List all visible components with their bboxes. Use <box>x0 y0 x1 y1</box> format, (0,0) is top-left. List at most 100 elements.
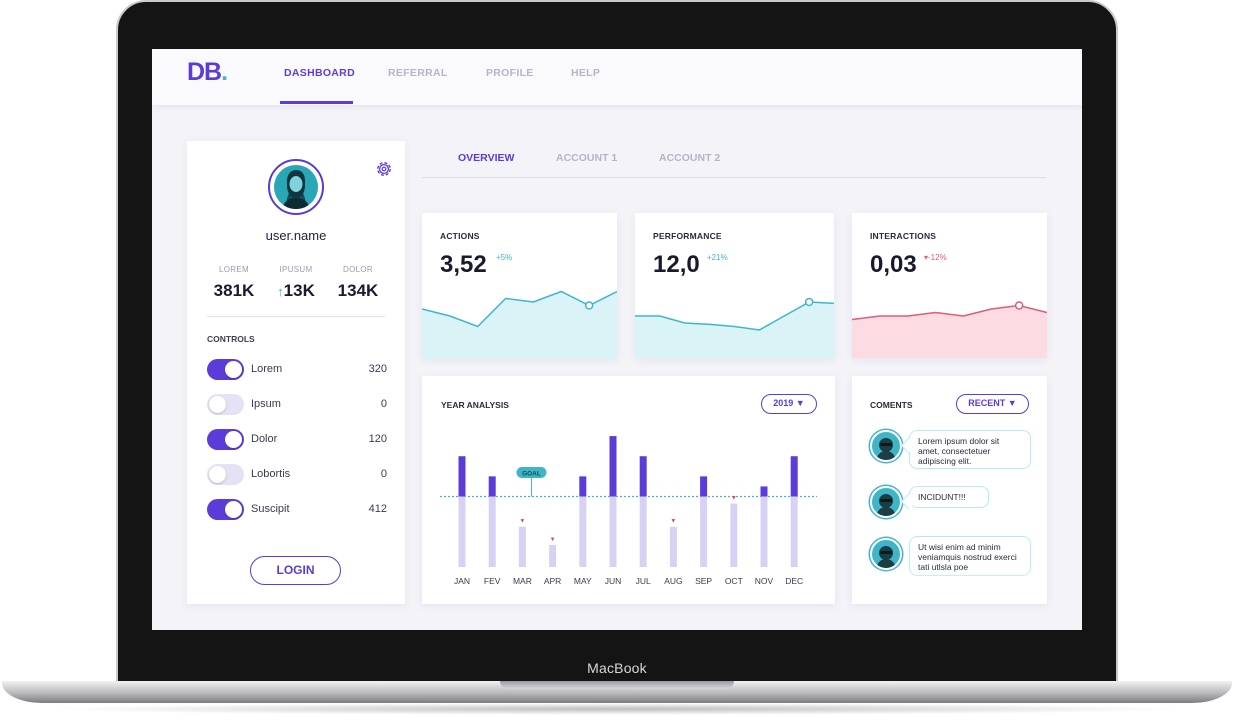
nav-tab-dashboard[interactable]: DASHBOARD <box>284 67 355 79</box>
control-label: Dolor <box>251 433 278 445</box>
goal-label-pill <box>516 467 547 478</box>
sparkline-interactions <box>852 301 1047 358</box>
metric-value: 3,52 <box>440 251 487 278</box>
year-select[interactable]: 2019 ▼ <box>761 394 817 414</box>
bar-above-goal <box>458 456 466 497</box>
control-value: 0 <box>380 398 387 410</box>
toggle-switch[interactable] <box>207 429 244 450</box>
metric-title: PERFORMANCE <box>653 231 722 241</box>
laptop-base <box>2 681 1232 703</box>
x-tick-label: OCT <box>725 576 743 586</box>
arrow-up-icon: ↑ <box>277 284 284 299</box>
comments-title: COMENTS <box>870 400 913 410</box>
control-row: Lorem 320 <box>207 359 387 381</box>
metric-title: ACTIONS <box>440 231 480 241</box>
control-row: Suscipit 412 <box>207 499 387 521</box>
toggle-knob <box>209 466 226 483</box>
sparkline-performance <box>635 297 834 358</box>
avatar[interactable] <box>268 159 324 215</box>
stat-label: LOREM <box>219 265 249 274</box>
bar-base <box>790 496 798 567</box>
logo-text: DB <box>187 58 222 86</box>
login-button[interactable]: LOGIN <box>250 556 341 585</box>
bar-above-goal <box>609 436 617 497</box>
metric-card-performance[interactable]: PERFORMANCE 12,0 +21% <box>635 213 834 358</box>
laptop-notch <box>500 681 734 689</box>
dashboard-screen: DB. DASHBOARD REFERRAL PROFILE HELP <box>152 49 1082 630</box>
commenter-avatar[interactable] <box>870 538 902 570</box>
year-analysis-title: YEAR ANALYSIS <box>441 400 509 410</box>
stat-dolor: DOLOR 134K <box>323 265 393 301</box>
x-tick-label: JAN <box>454 576 470 586</box>
comments-filter-select[interactable]: RECENT ▼ <box>956 394 1029 414</box>
sparkline-area <box>635 302 834 358</box>
metric-delta: +5% <box>496 253 513 262</box>
sparkline-marker <box>804 297 814 307</box>
commenter-avatar[interactable] <box>870 486 902 518</box>
bar-base <box>700 496 708 567</box>
control-label: Ipsum <box>251 398 281 410</box>
app-logo[interactable]: DB. <box>187 58 228 87</box>
toggle-switch[interactable] <box>207 499 244 520</box>
gear-icon[interactable] <box>374 159 394 184</box>
top-navbar: DB. DASHBOARD REFERRAL PROFILE HELP <box>152 49 1082 105</box>
control-row: Ipsum 0 <box>207 394 387 416</box>
stat-value: 134K <box>337 281 379 300</box>
metric-card-interactions[interactable]: INTERACTIONS 0,03 ▾-12% <box>852 213 1047 358</box>
below-goal-marker: ▼ <box>731 496 737 502</box>
metric-value: 0,03 <box>870 251 917 278</box>
toggle-switch[interactable] <box>207 394 244 415</box>
comment-bubble: Lorem ipsum dolor sit amet, consectetuer… <box>909 430 1031 469</box>
control-label: Suscipit <box>251 503 290 515</box>
bar-base <box>488 496 496 567</box>
below-goal-marker: ▼ <box>670 519 676 525</box>
nav-tab-profile[interactable]: PROFILE <box>486 67 534 79</box>
x-tick-label: AUG <box>664 576 682 586</box>
sparkline-line <box>635 301 834 331</box>
stat-value: 13K <box>283 281 315 300</box>
toggle-switch[interactable] <box>207 359 244 380</box>
below-goal-marker: ▼ <box>550 537 556 543</box>
bar-above-goal <box>790 456 798 497</box>
metric-delta: ▾-12% <box>924 253 947 262</box>
tabs-divider <box>422 177 1046 178</box>
toggle-knob <box>225 501 242 518</box>
toggle-switch[interactable] <box>207 464 244 485</box>
x-tick-label: JUN <box>605 576 622 586</box>
stat-label: IPUSUM <box>279 265 313 274</box>
x-tick-label: APR <box>544 576 561 586</box>
bar-below-goal <box>669 526 677 567</box>
metric-value: 12,0 <box>653 251 700 278</box>
bar-above-goal <box>760 486 768 497</box>
delta-text: -12% <box>928 253 947 262</box>
nav-tab-help[interactable]: HELP <box>571 67 601 79</box>
toggle-knob <box>225 431 242 448</box>
bar-base <box>458 496 466 567</box>
avatar-image <box>274 165 318 209</box>
commenter-avatar[interactable] <box>870 430 902 462</box>
sparkline-actions <box>422 290 617 358</box>
nav-tab-referral[interactable]: REFERRAL <box>388 67 448 79</box>
arrow-down-icon: ▾ <box>924 253 929 262</box>
sparkline-area <box>852 305 1047 358</box>
tab-account-1[interactable]: ACCOUNT 1 <box>556 152 618 164</box>
control-row: Dolor 120 <box>207 429 387 451</box>
x-tick-label: NOV <box>755 576 774 586</box>
stat-lorem: LOREM 381K <box>199 265 269 301</box>
tab-overview[interactable]: OVERVIEW <box>458 152 515 164</box>
tab-account-2[interactable]: ACCOUNT 2 <box>659 152 721 164</box>
control-label: Lobortis <box>251 468 291 480</box>
toggle-knob <box>225 361 242 378</box>
bar-base <box>579 496 587 567</box>
metric-title: INTERACTIONS <box>870 231 937 241</box>
username: user.name <box>265 228 327 243</box>
x-tick-label: FEV <box>484 576 501 586</box>
metric-card-actions[interactable]: ACTIONS 3,52 +5% <box>422 213 617 358</box>
bar-base <box>639 496 647 567</box>
device-brand-label: MacBook <box>587 660 647 676</box>
bar-base <box>609 496 617 567</box>
bar-above-goal <box>700 476 708 497</box>
bar-below-goal <box>549 544 557 567</box>
logo-dot: . <box>221 58 228 86</box>
comments-card: COMENTS RECENT ▼ Lorem ipsum dolor sit a… <box>852 376 1047 604</box>
